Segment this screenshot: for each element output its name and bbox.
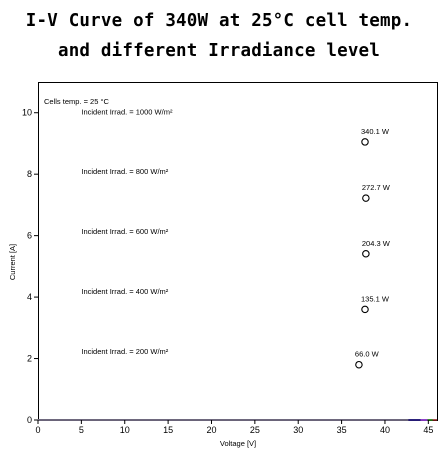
power-label-1: 272.7 W: [362, 183, 391, 192]
x-tick-label: 10: [120, 425, 130, 435]
y-axis-label: Current [A]: [8, 244, 17, 280]
power-label-0: 340.1 W: [361, 127, 390, 136]
irradiance-label-0: Incident Irrad. = 1000 W/m²: [81, 107, 173, 116]
mpp-marker-2: [362, 250, 370, 258]
y-tick-label: 6: [27, 231, 32, 241]
irradiance-label-2: Incident Irrad. = 600 W/m²: [81, 227, 168, 236]
x-tick-label: 40: [380, 425, 390, 435]
mpp-marker-4: [355, 360, 363, 369]
y-axis: 0 2 4 6 8 10: [22, 108, 38, 425]
chart-title-line-2: and different Irradiance level: [57, 41, 381, 61]
y-tick-label: 4: [27, 292, 32, 302]
y-tick-label: 8: [27, 169, 32, 179]
y-tick-label: 10: [22, 108, 32, 118]
y-tick-label: 2: [27, 354, 32, 364]
chart-title-line-1: I-V Curve of 340W at 25°C cell temp.: [25, 11, 413, 31]
mpp-marker-0: [361, 138, 369, 146]
x-tick-label: 5: [79, 425, 84, 435]
x-axis-label: Voltage [V]: [220, 439, 256, 448]
mpp-marker-3: [361, 305, 369, 314]
y-tick-label: 0: [27, 415, 32, 425]
x-tick-label: 0: [35, 425, 40, 435]
x-tick-label: 30: [293, 425, 303, 435]
cell-temp-annotation: Cells temp. = 25 °C: [44, 97, 109, 106]
x-tick-label: 15: [163, 425, 173, 435]
irradiance-label-3: Incident Irrad. = 400 W/m²: [81, 287, 168, 296]
irradiance-label-1: Incident Irrad. = 800 W/m²: [81, 167, 168, 176]
mpp-marker-1: [362, 194, 370, 202]
x-tick-label: 25: [250, 425, 260, 435]
series-group: 340.1 W Incident Irrad. = 1000 W/m² 272.7 …: [38, 107, 437, 421]
x-axis: 0 5 10 15 20 25 30 35 40 45: [35, 420, 433, 435]
chart-title: I-V Curve of 340W at 25°C cell temp. and…: [0, 6, 438, 66]
power-label-2: 204.3 W: [362, 239, 391, 248]
x-tick-label: 35: [337, 425, 347, 435]
irradiance-label-4: Incident Irrad. = 200 W/m²: [81, 347, 168, 356]
x-tick-label: 45: [423, 425, 433, 435]
x-tick-label: 20: [206, 425, 216, 435]
power-label-4: 66.0 W: [355, 350, 380, 359]
power-label-3: 135.1 W: [361, 294, 390, 303]
